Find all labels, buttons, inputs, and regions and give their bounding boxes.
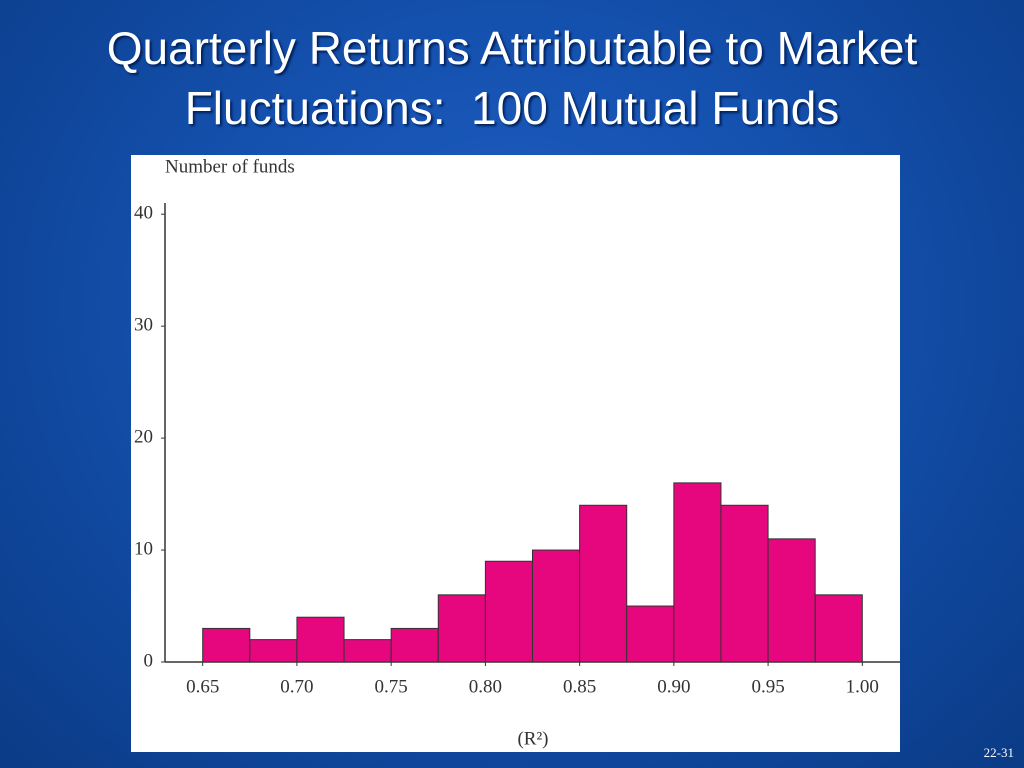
y-tick-label: 30 (134, 315, 153, 336)
bar (579, 504, 628, 663)
bar (673, 482, 722, 663)
bar (343, 639, 392, 663)
bar (484, 560, 533, 663)
bar (720, 504, 769, 663)
x-tick-label: 0.80 (469, 676, 502, 697)
x-axis-label: (R²) (517, 728, 548, 749)
x-tick-label: 0.75 (375, 676, 408, 697)
bar (626, 605, 675, 663)
bar (202, 627, 251, 663)
y-tick-label: 10 (134, 538, 153, 559)
x-tick-label: 0.85 (563, 676, 596, 697)
y-tick-label: 0 (144, 650, 154, 671)
bar (767, 538, 816, 663)
bar (296, 616, 345, 663)
slide-title: Quarterly Returns Attributable to Market… (106, 22, 931, 134)
bar (437, 594, 486, 663)
y-tick-label: 40 (134, 203, 153, 224)
page-number: 22-31 (983, 745, 1014, 760)
x-tick-label: 0.70 (280, 676, 313, 697)
y-tick-label: 20 (134, 426, 153, 447)
bar (814, 594, 863, 663)
x-tick-label: 0.95 (751, 676, 784, 697)
bar (249, 639, 298, 663)
x-tick-label: 0.90 (657, 676, 690, 697)
x-tick-label: 1.00 (846, 676, 879, 697)
x-tick-label: 0.65 (186, 676, 219, 697)
y-axis-label: Number of funds (165, 156, 295, 177)
bar (532, 549, 581, 663)
bar (390, 627, 439, 663)
